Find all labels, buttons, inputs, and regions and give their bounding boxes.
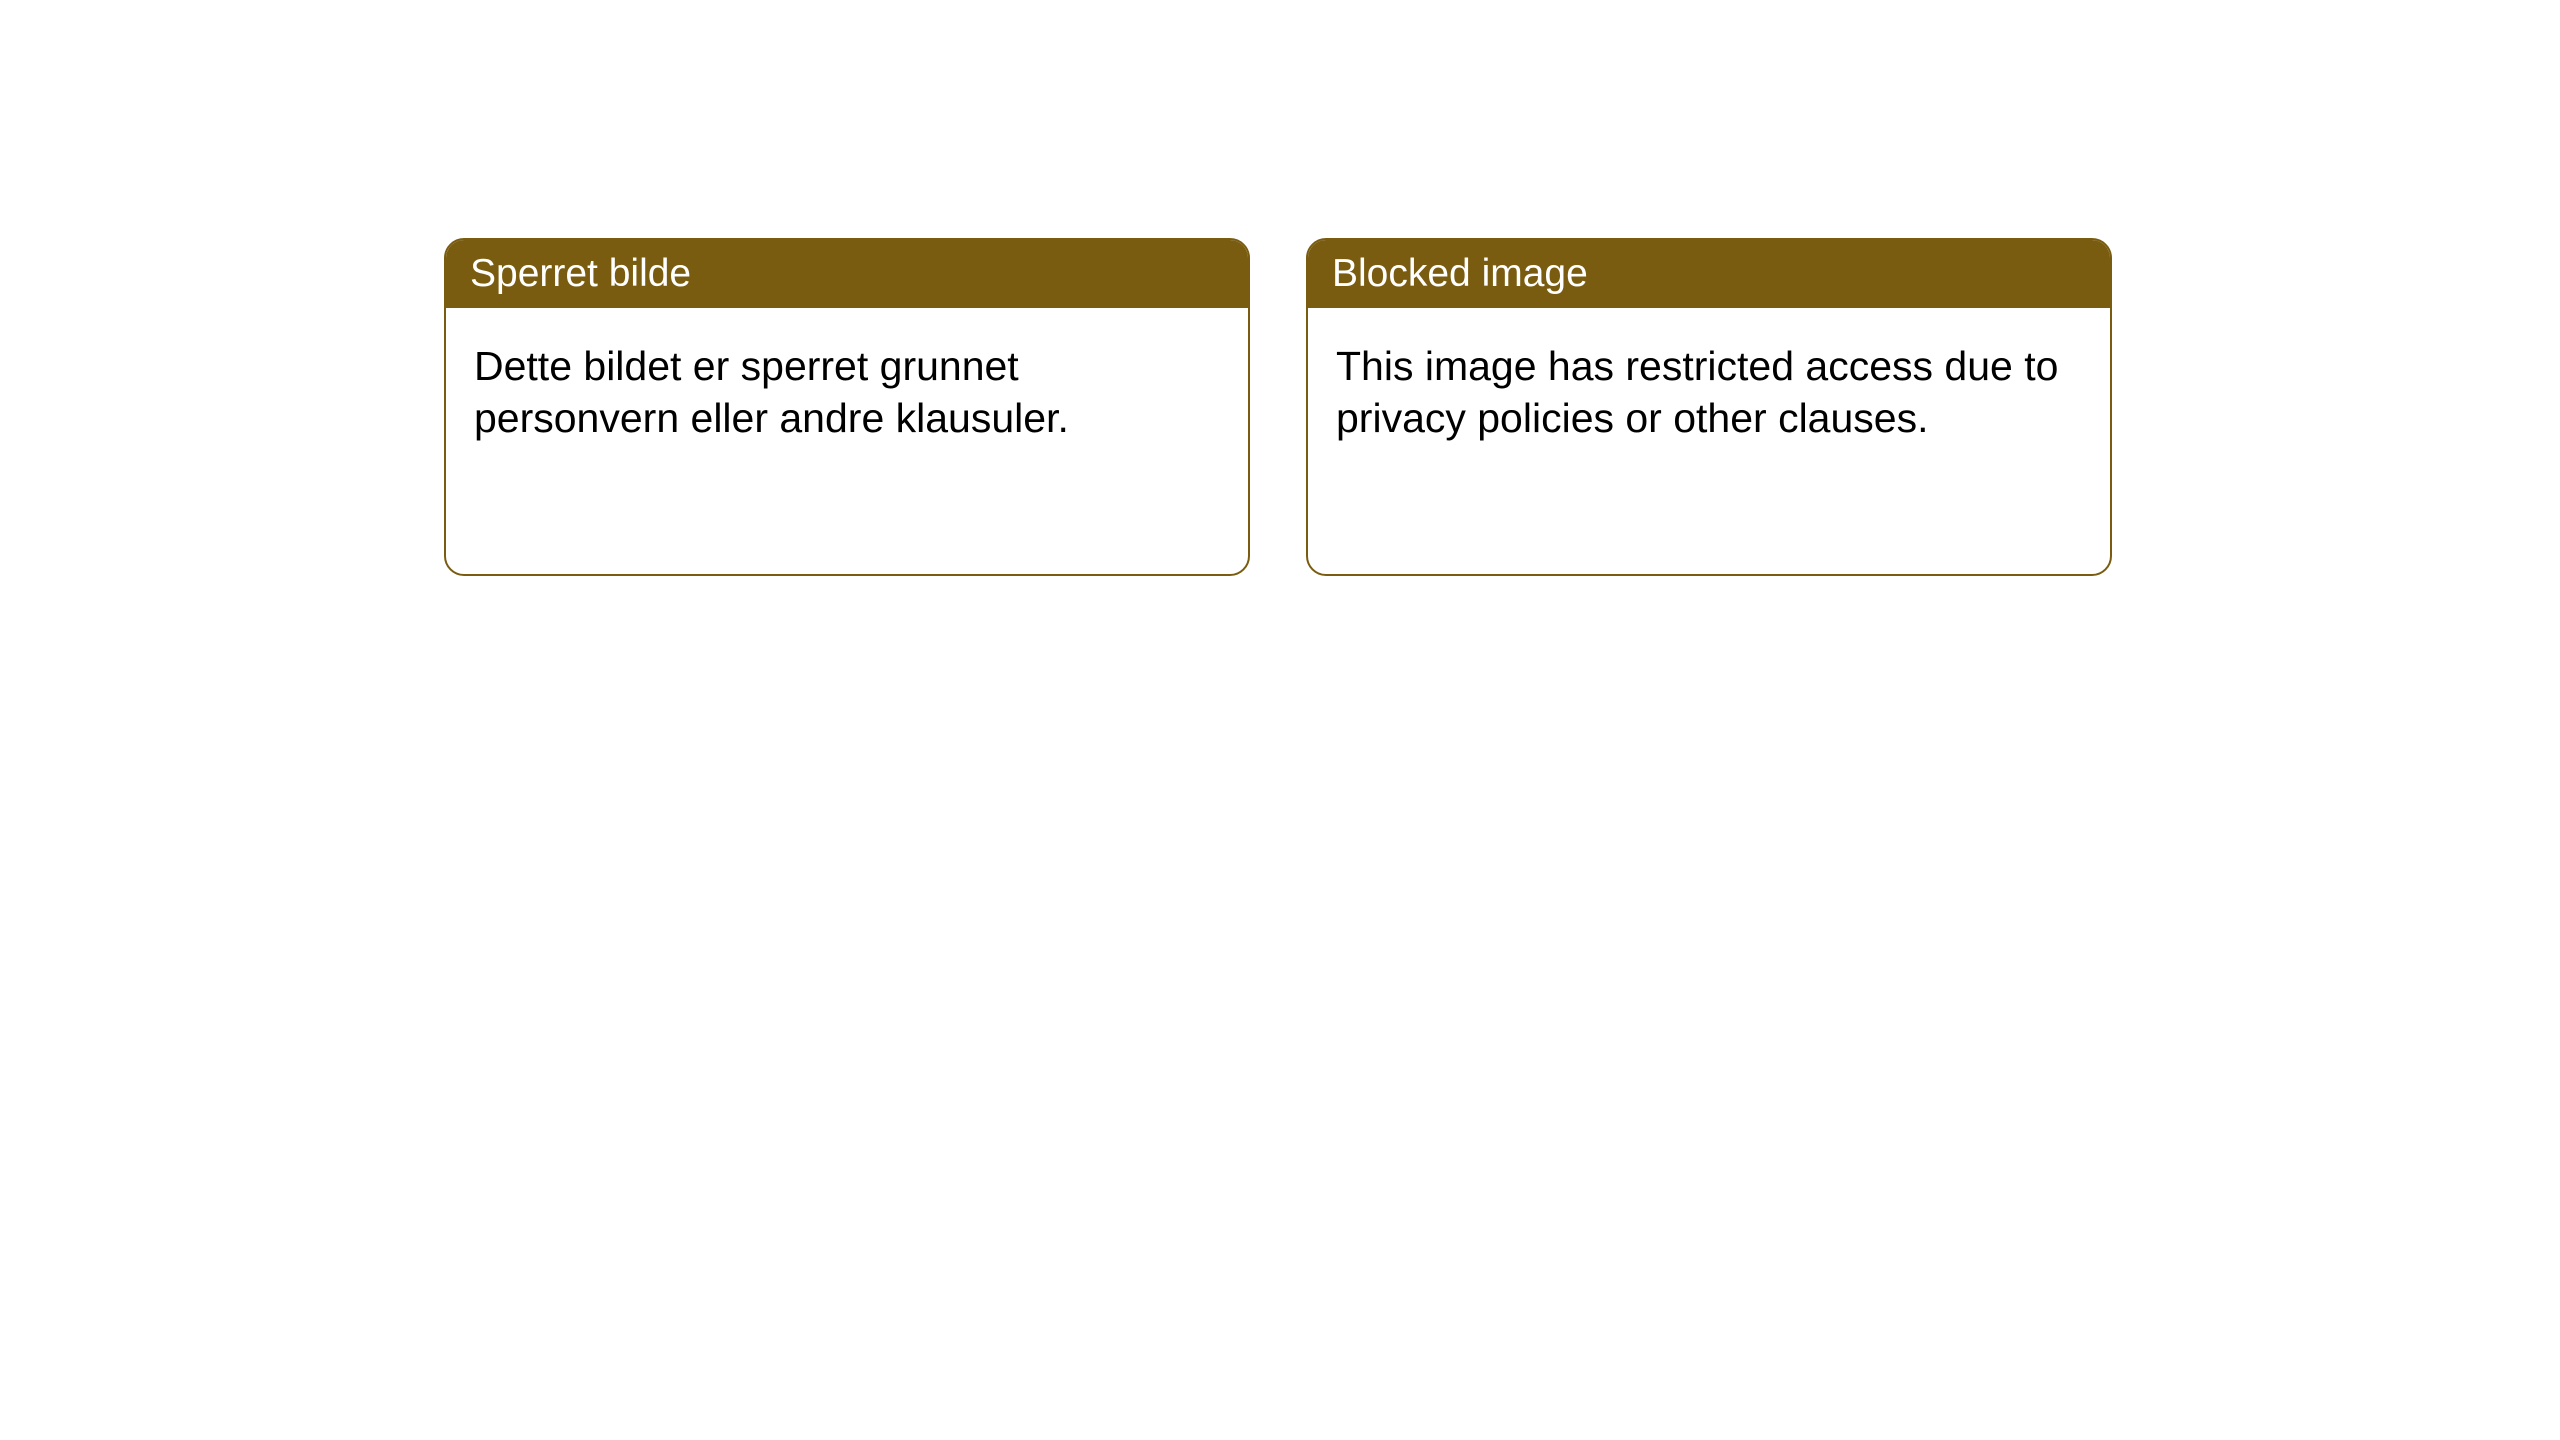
card-title: Sperret bilde: [470, 252, 691, 295]
card-header: Blocked image: [1308, 240, 2110, 308]
card-body-text: This image has restricted access due to …: [1336, 343, 2058, 441]
blocked-image-card-en: Blocked image This image has restricted …: [1306, 238, 2112, 576]
notice-container: Sperret bilde Dette bildet er sperret gr…: [0, 0, 2560, 576]
card-body-text: Dette bildet er sperret grunnet personve…: [474, 343, 1069, 441]
card-header: Sperret bilde: [446, 240, 1248, 308]
blocked-image-card-no: Sperret bilde Dette bildet er sperret gr…: [444, 238, 1250, 576]
card-body: This image has restricted access due to …: [1308, 308, 2110, 477]
card-body: Dette bildet er sperret grunnet personve…: [446, 308, 1248, 477]
card-title: Blocked image: [1332, 252, 1588, 295]
